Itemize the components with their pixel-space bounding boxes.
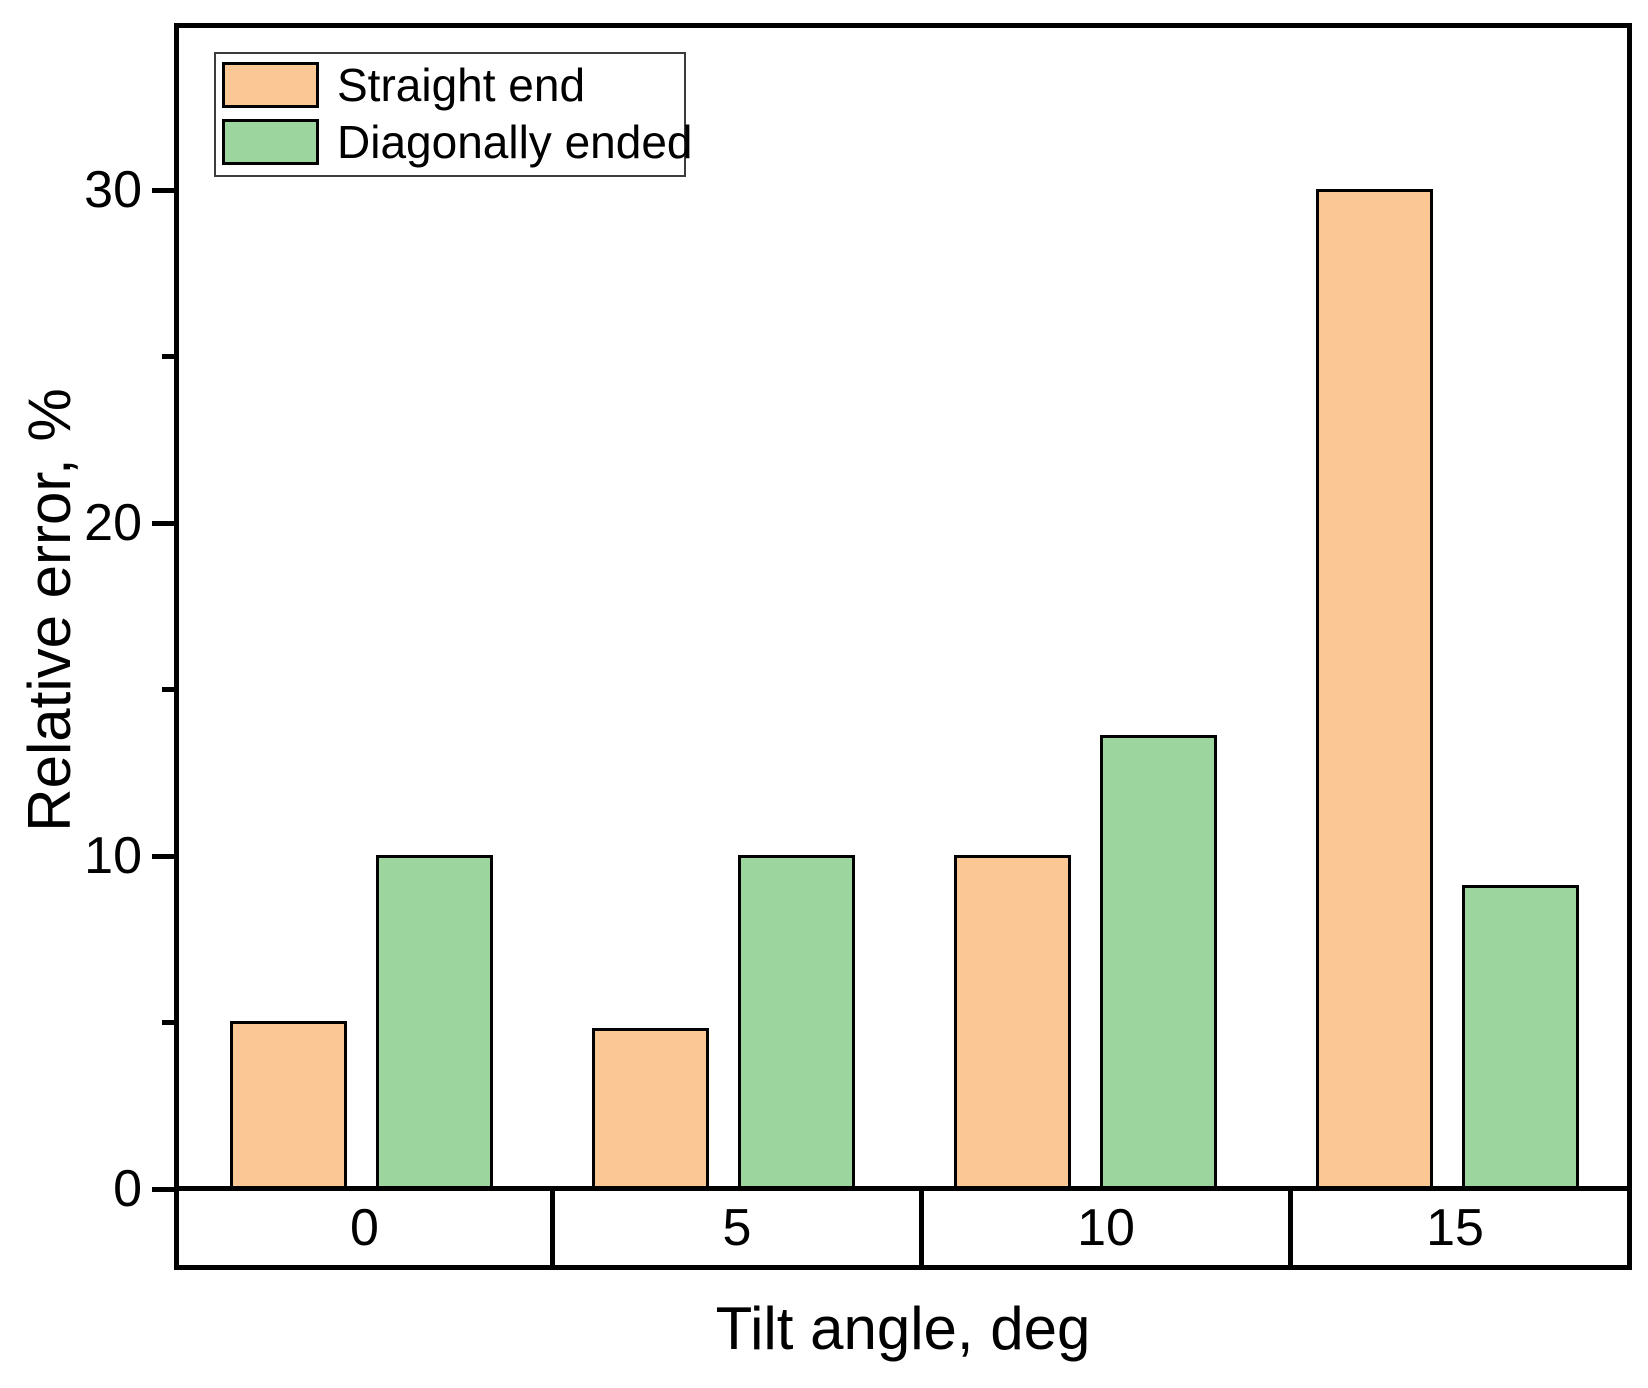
legend-label: Straight end	[337, 59, 586, 111]
x-band-divider-1	[919, 1191, 924, 1265]
bar-straight-end-0	[230, 1021, 347, 1186]
plot-area	[174, 23, 1632, 1191]
x-category-label-5: 5	[722, 1199, 752, 1257]
y-major-tick-10	[152, 854, 174, 859]
x-category-label-15: 15	[1426, 1199, 1484, 1257]
legend-item-diagonally-ended: Diagonally ended	[222, 117, 693, 167]
x-band-divider-2	[1288, 1191, 1293, 1265]
y-tick-label-30: 30	[84, 161, 142, 219]
legend-label: Diagonally ended	[337, 116, 693, 168]
bar-diagonally-ended-15	[1462, 885, 1579, 1186]
y-tick-label-0: 0	[113, 1160, 142, 1218]
x-axis-title: Tilt angle, deg	[715, 1295, 1091, 1362]
y-axis-title-text: Relative error, %	[16, 388, 83, 832]
x-band-divider-0	[550, 1191, 555, 1265]
y-minor-tick-15	[162, 687, 174, 692]
bar-straight-end-5	[592, 1028, 709, 1186]
legend-item-straight-end: Straight end	[222, 60, 674, 110]
y-minor-tick-25	[162, 354, 174, 359]
y-tick-label-20: 20	[84, 494, 142, 552]
bar-straight-end-15	[1316, 189, 1433, 1186]
x-category-band: 0 5 10 15	[174, 1186, 1632, 1270]
y-minor-tick-5	[162, 1020, 174, 1025]
y-tick-label-10: 10	[84, 827, 142, 885]
bar-diagonally-ended-10	[1100, 735, 1217, 1186]
y-major-tick-0	[152, 1187, 174, 1192]
x-category-label-10: 10	[1077, 1199, 1135, 1257]
bar-diagonally-ended-0	[376, 855, 493, 1186]
y-major-tick-20	[152, 521, 174, 526]
legend: Straight end Diagonally ended	[214, 52, 693, 177]
legend-swatch-diagonally-ended	[222, 119, 319, 165]
y-major-tick-30	[152, 188, 174, 193]
bar-straight-end-10	[954, 855, 1071, 1186]
bar-diagonally-ended-5	[738, 855, 855, 1186]
x-category-label-0: 0	[350, 1199, 379, 1257]
legend-swatch-straight-end	[222, 62, 319, 108]
